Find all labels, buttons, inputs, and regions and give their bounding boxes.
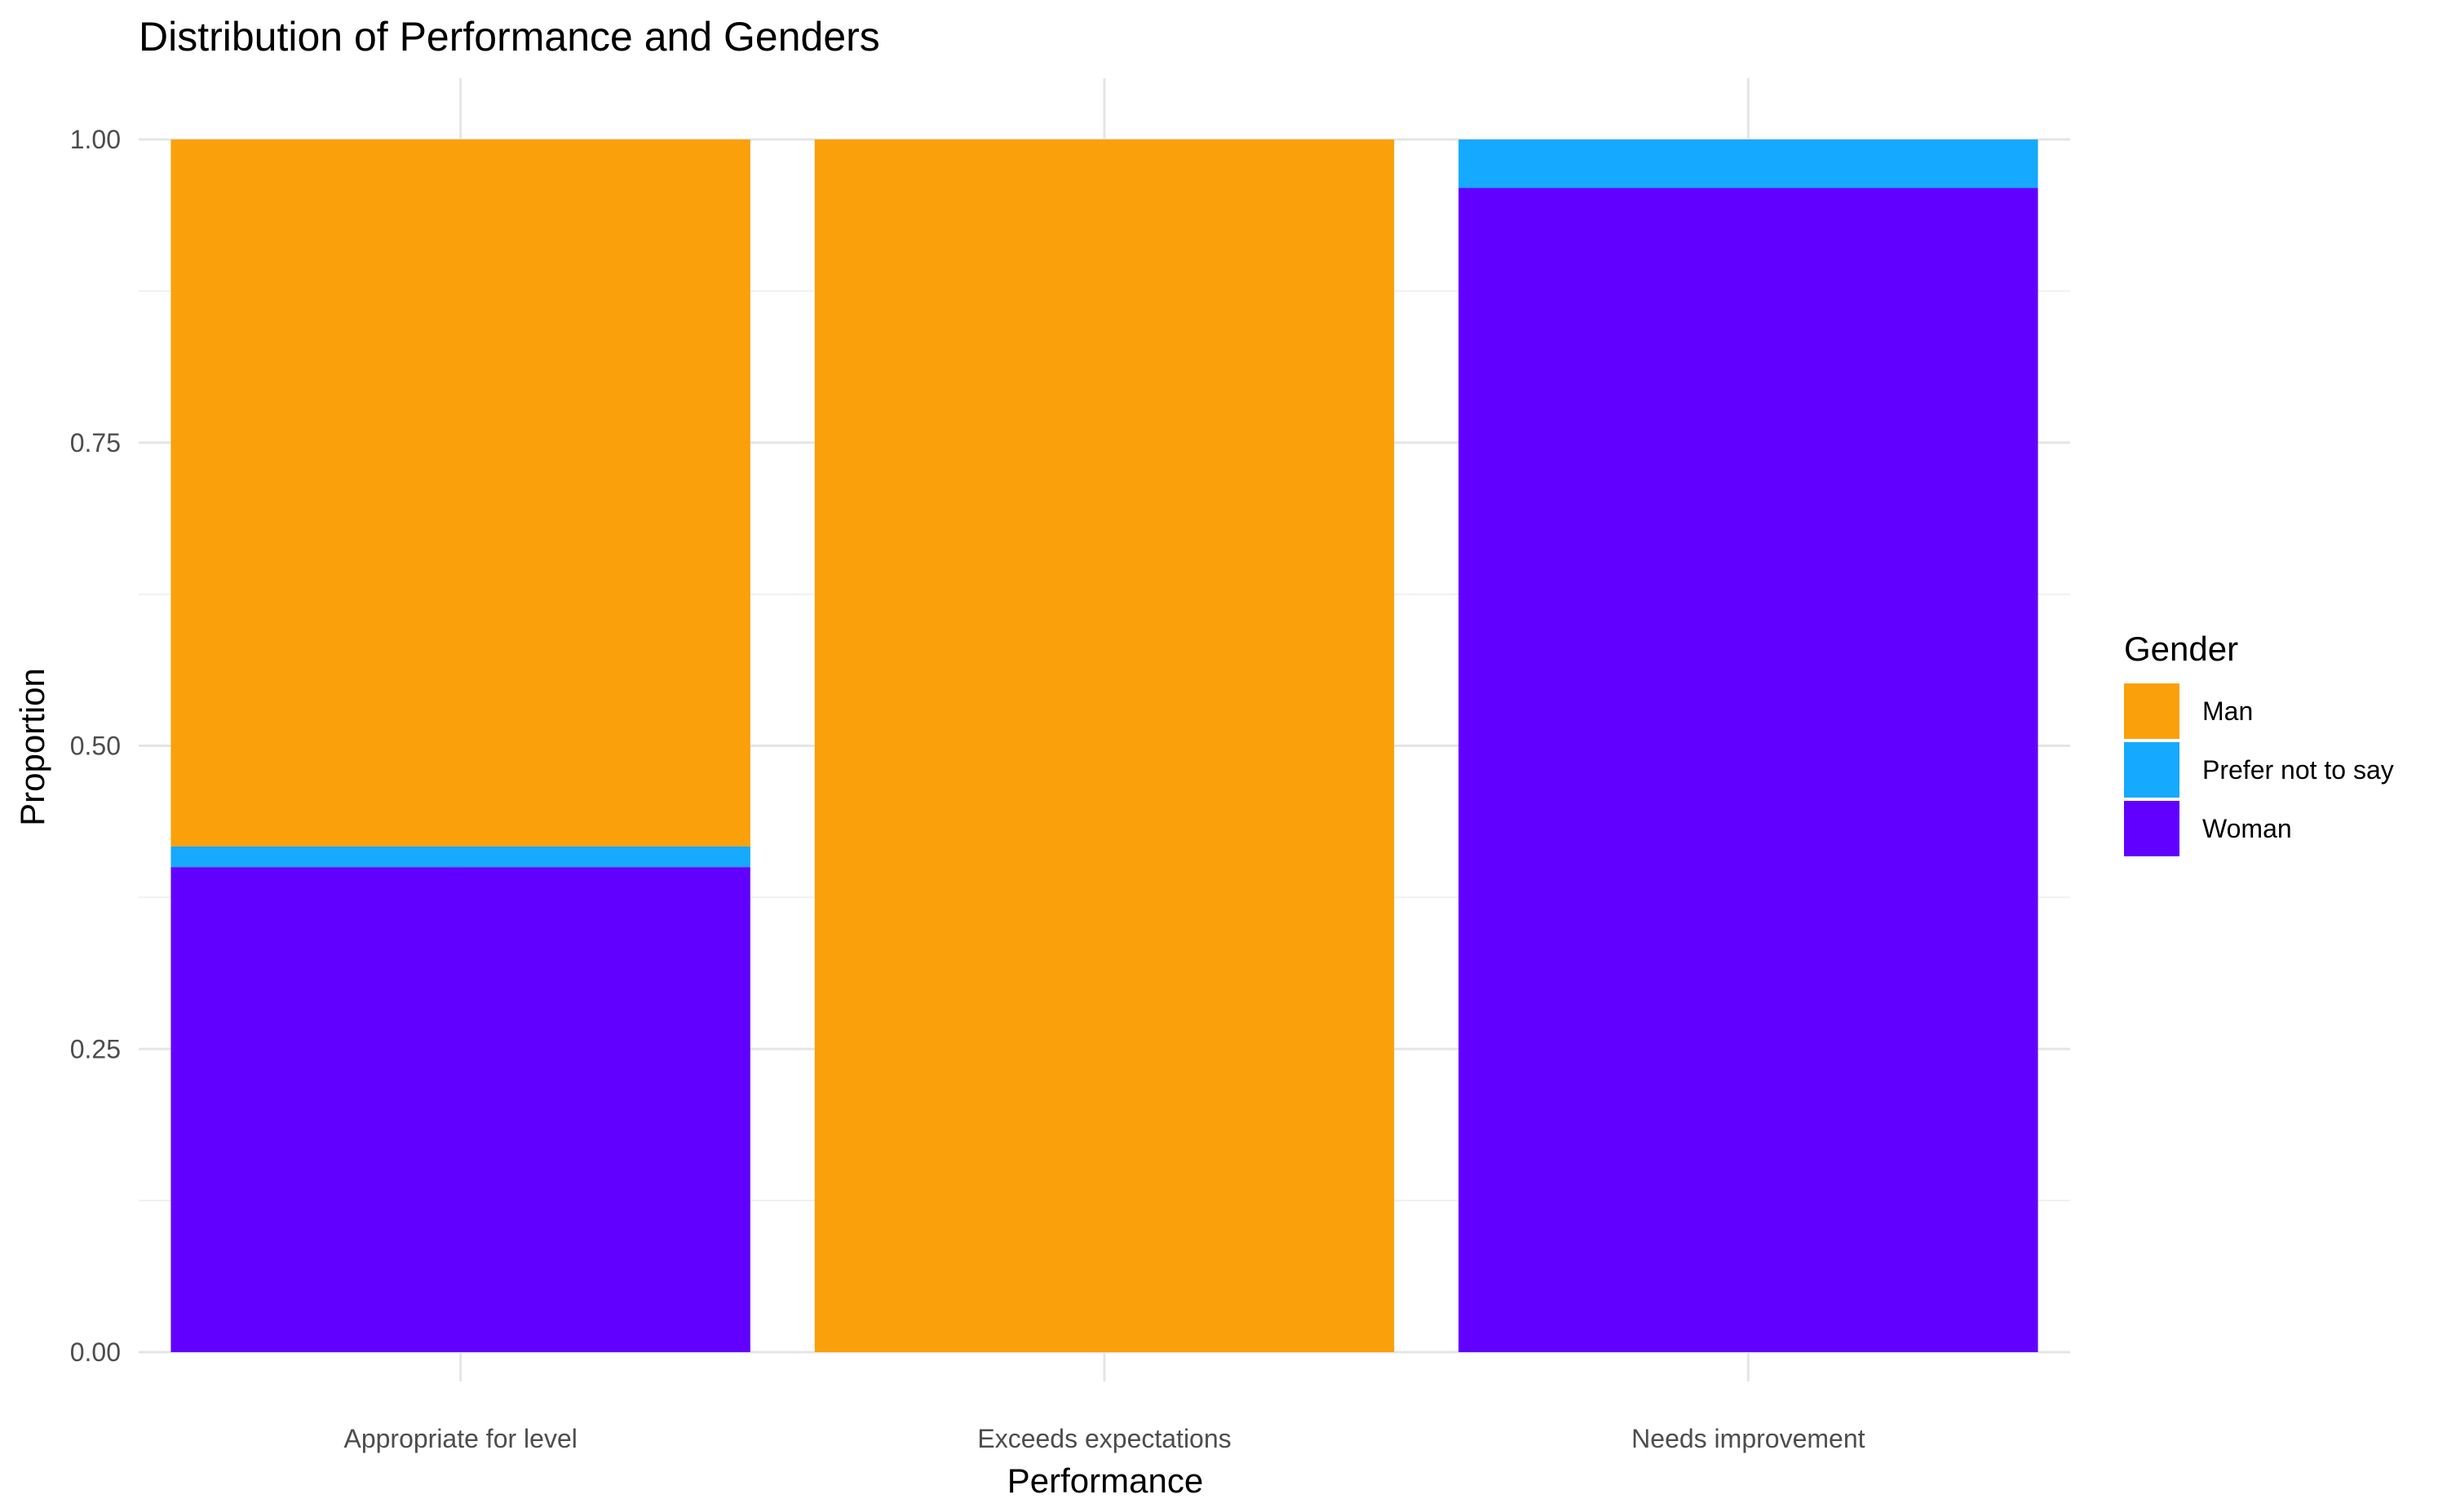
legend-label-prefer-not-to-say: Prefer not to say — [2202, 755, 2394, 785]
bar-segment-prefer-not-to-say — [170, 846, 750, 868]
x-tick-label: Needs improvement — [1631, 1424, 1865, 1453]
bars — [170, 139, 2038, 1353]
x-tick-label: Exceeds expectations — [977, 1424, 1231, 1453]
y-tick-label: 0.75 — [70, 428, 121, 458]
x-tick-label: Appropriate for level — [343, 1424, 577, 1453]
bar-segment-prefer-not-to-say — [1458, 139, 2038, 188]
chart-title: Distribution of Performance and Genders — [139, 14, 880, 60]
bar-segment-man — [170, 139, 750, 847]
bar-segment-woman — [170, 867, 750, 1352]
y-tick-label: 0.00 — [70, 1337, 121, 1367]
y-axis-ticks: 0.00 0.25 0.50 0.75 1.00 — [70, 125, 121, 1367]
legend: Gender Man Prefer not to say Woman — [2124, 630, 2394, 856]
legend-key-woman — [2124, 801, 2179, 856]
bar-segment-woman — [1458, 188, 2038, 1353]
bar-segment-man — [814, 139, 1395, 1352]
legend-key-man — [2124, 683, 2179, 739]
legend-label-man: Man — [2202, 696, 2253, 726]
legend-title: Gender — [2124, 630, 2238, 668]
y-axis-title: Proportion — [13, 668, 51, 826]
legend-label-woman: Woman — [2202, 814, 2292, 843]
y-tick-label: 0.25 — [70, 1034, 121, 1063]
x-axis-ticks: Appropriate for level Exceeds expectation… — [343, 1424, 1865, 1453]
legend-key-prefer-not-to-say — [2124, 742, 2179, 798]
x-axis-title: Performance — [1007, 1461, 1203, 1500]
y-tick-label: 1.00 — [70, 125, 121, 154]
y-tick-label: 0.50 — [70, 732, 121, 761]
